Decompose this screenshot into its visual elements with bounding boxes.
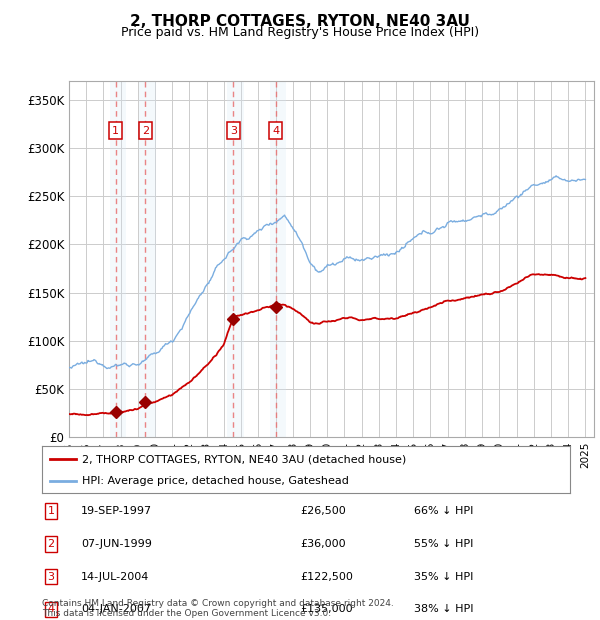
- Text: £122,500: £122,500: [300, 572, 353, 582]
- Text: 2, THORP COTTAGES, RYTON, NE40 3AU (detached house): 2, THORP COTTAGES, RYTON, NE40 3AU (deta…: [82, 454, 406, 464]
- Bar: [139, 81, 155, 437]
- Text: 66% ↓ HPI: 66% ↓ HPI: [414, 506, 473, 516]
- Text: £36,000: £36,000: [300, 539, 346, 549]
- Text: 1: 1: [112, 125, 119, 136]
- Text: 2: 2: [142, 125, 149, 136]
- Bar: [270, 81, 286, 437]
- Bar: [227, 81, 244, 437]
- Text: 19-SEP-1997: 19-SEP-1997: [81, 506, 152, 516]
- Text: Contains HM Land Registry data © Crown copyright and database right 2024.
This d: Contains HM Land Registry data © Crown c…: [42, 599, 394, 618]
- Text: 3: 3: [47, 572, 55, 582]
- Text: Price paid vs. HM Land Registry's House Price Index (HPI): Price paid vs. HM Land Registry's House …: [121, 26, 479, 39]
- Text: £135,000: £135,000: [300, 604, 353, 614]
- Text: 1: 1: [47, 506, 55, 516]
- Text: 07-JUN-1999: 07-JUN-1999: [81, 539, 152, 549]
- Text: £26,500: £26,500: [300, 506, 346, 516]
- Text: 4: 4: [272, 125, 279, 136]
- Text: 35% ↓ HPI: 35% ↓ HPI: [414, 572, 473, 582]
- Text: 38% ↓ HPI: 38% ↓ HPI: [414, 604, 473, 614]
- Text: 2: 2: [47, 539, 55, 549]
- Text: 2, THORP COTTAGES, RYTON, NE40 3AU: 2, THORP COTTAGES, RYTON, NE40 3AU: [130, 14, 470, 29]
- Text: 14-JUL-2004: 14-JUL-2004: [81, 572, 149, 582]
- Text: 3: 3: [230, 125, 237, 136]
- Text: 04-JAN-2007: 04-JAN-2007: [81, 604, 151, 614]
- Text: 55% ↓ HPI: 55% ↓ HPI: [414, 539, 473, 549]
- Bar: [110, 81, 126, 437]
- Text: 4: 4: [47, 604, 55, 614]
- Text: HPI: Average price, detached house, Gateshead: HPI: Average price, detached house, Gate…: [82, 476, 349, 486]
